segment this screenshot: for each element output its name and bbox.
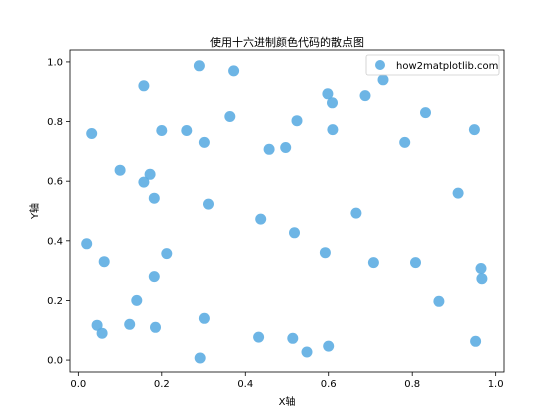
data-point-24: [203, 198, 214, 210]
data-point-36: [148, 271, 160, 283]
data-point-23: [148, 192, 160, 204]
data-point-10: [291, 115, 303, 127]
data-point-28: [81, 238, 93, 250]
plot-frame: [69, 49, 505, 373]
x-tick-label: 0.4: [237, 379, 253, 390]
data-point-38: [131, 294, 143, 306]
data-point-31: [161, 248, 173, 260]
data-point-22: [138, 176, 150, 188]
data-point-44: [96, 327, 108, 339]
data-point-21: [144, 168, 156, 180]
y-axis-ticks: 0.0 0.2 0.4 0.6 0.8 1.0: [47, 57, 70, 367]
y-tick-label: 0.8: [47, 117, 63, 128]
data-point-48: [323, 340, 335, 352]
data-point-9: [224, 111, 236, 122]
data-point-19: [399, 136, 411, 148]
legend-label: how2matplotlib.com: [396, 61, 498, 72]
data-point-50: [470, 335, 482, 347]
data-point-5: [327, 97, 338, 109]
data-point-49: [194, 352, 206, 364]
legend-box: [365, 54, 500, 76]
data-point-39: [433, 295, 445, 307]
data-point-26: [350, 207, 362, 219]
data-point-25: [255, 213, 267, 225]
data-point-45: [253, 331, 265, 343]
data-point-17: [263, 143, 275, 155]
data-point-11: [468, 124, 480, 136]
x-tick-label: 0.8: [404, 379, 420, 390]
y-tick-label: 0.6: [47, 177, 63, 188]
x-tick-label: 0.6: [321, 379, 337, 390]
data-point-43: [198, 312, 210, 324]
data-point-47: [301, 346, 313, 358]
data-point-33: [367, 257, 379, 269]
data-point-20: [114, 164, 126, 176]
data-point-32: [319, 247, 331, 259]
data-point-6: [359, 90, 371, 102]
x-tick-label: 1.0: [488, 379, 504, 390]
data-point-29: [289, 227, 300, 239]
data-point-42: [150, 321, 161, 333]
data-point-37: [476, 273, 488, 285]
data-point-41: [124, 318, 136, 330]
data-point-18: [280, 142, 292, 153]
data-point-40: [91, 319, 103, 331]
data-point-35: [475, 263, 487, 274]
data-point-27: [452, 187, 464, 199]
x-tick-label: 0.0: [70, 379, 86, 390]
y-axis-label: Y轴: [28, 203, 41, 220]
x-tick-label: 0.2: [154, 379, 170, 390]
y-tick-label: 0.4: [47, 236, 63, 247]
data-point-46: [287, 332, 299, 344]
data-point-3: [138, 80, 150, 92]
y-tick-label: 0.0: [47, 356, 63, 367]
data-point-1: [193, 60, 205, 72]
data-point-30: [98, 256, 110, 268]
data-point-34: [410, 257, 421, 269]
data-point-16: [198, 136, 210, 148]
data-point-15: [327, 124, 339, 136]
data-point-12: [86, 128, 98, 139]
legend-marker: [375, 60, 385, 70]
x-axis-ticks: 0.0 0.2 0.4 0.6 0.8 1.0: [70, 372, 504, 390]
data-point-14: [181, 125, 193, 136]
data-point-13: [156, 125, 168, 136]
y-tick-label: 0.2: [47, 296, 63, 307]
y-tick-label: 1.0: [47, 57, 63, 68]
data-point-4: [322, 88, 334, 100]
data-point-8: [420, 107, 431, 119]
data-point-2: [228, 65, 240, 77]
legend: how2matplotlib.com: [365, 54, 500, 76]
data-point-7: [377, 74, 389, 86]
chart-title: 使用十六进制颜色代码的散点图: [210, 35, 364, 49]
x-axis-label: X轴: [279, 395, 296, 408]
points-layer: [81, 60, 488, 364]
